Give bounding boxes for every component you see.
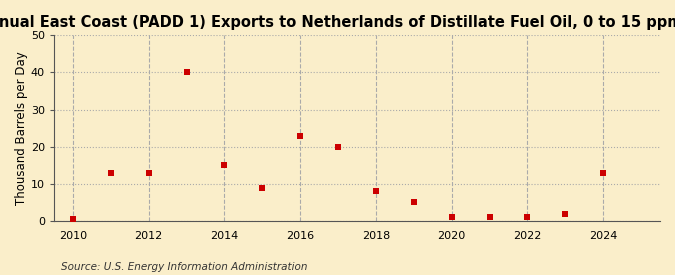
- Point: [68, 217, 78, 221]
- Point: [522, 215, 533, 219]
- Point: [408, 200, 419, 205]
- Point: [333, 145, 344, 149]
- Point: [295, 133, 306, 138]
- Text: Source: U.S. Energy Information Administration: Source: U.S. Energy Information Administ…: [61, 262, 307, 272]
- Point: [105, 170, 116, 175]
- Title: Annual East Coast (PADD 1) Exports to Netherlands of Distillate Fuel Oil, 0 to 1: Annual East Coast (PADD 1) Exports to Ne…: [0, 15, 675, 30]
- Point: [257, 185, 268, 190]
- Point: [598, 170, 609, 175]
- Point: [181, 70, 192, 75]
- Point: [560, 211, 570, 216]
- Point: [371, 189, 381, 194]
- Y-axis label: Thousand Barrels per Day: Thousand Barrels per Day: [15, 51, 28, 205]
- Point: [219, 163, 230, 167]
- Point: [484, 215, 495, 219]
- Point: [143, 170, 154, 175]
- Point: [446, 215, 457, 219]
